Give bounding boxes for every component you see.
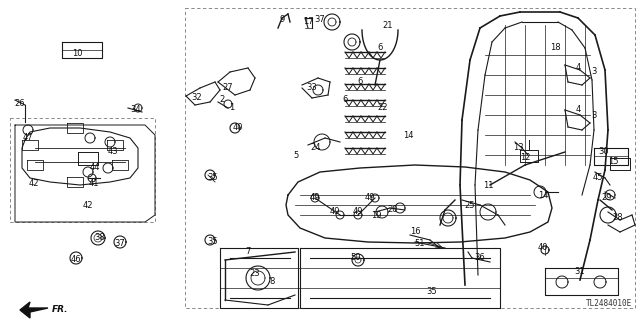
Text: 42: 42 — [83, 201, 93, 210]
Text: 26: 26 — [15, 99, 26, 108]
Text: 20: 20 — [388, 205, 398, 214]
Text: 6: 6 — [357, 77, 363, 86]
Text: 4: 4 — [575, 62, 580, 71]
Text: 47: 47 — [22, 133, 33, 142]
Text: FR.: FR. — [52, 306, 68, 315]
Text: 21: 21 — [383, 20, 393, 29]
Text: 15: 15 — [608, 157, 618, 166]
Text: 37: 37 — [315, 15, 325, 25]
Text: 11: 11 — [483, 180, 493, 189]
Text: 25: 25 — [465, 201, 476, 210]
Text: 49: 49 — [353, 207, 364, 217]
Text: 38: 38 — [95, 234, 106, 243]
Text: 35: 35 — [427, 287, 437, 297]
Text: 40: 40 — [233, 124, 243, 132]
Text: 10: 10 — [72, 49, 83, 58]
Text: 6: 6 — [342, 95, 348, 105]
Text: 34: 34 — [131, 106, 141, 115]
Text: 17: 17 — [303, 18, 314, 27]
Text: 49: 49 — [365, 193, 375, 202]
Text: 32: 32 — [192, 93, 202, 102]
Text: 1: 1 — [229, 103, 235, 113]
Text: 42: 42 — [29, 179, 39, 188]
Text: 18: 18 — [550, 43, 560, 52]
Text: 45: 45 — [593, 173, 604, 182]
Text: 33: 33 — [307, 83, 317, 92]
Text: 23: 23 — [250, 269, 260, 278]
Text: 12: 12 — [520, 154, 531, 163]
Text: 16: 16 — [410, 228, 420, 236]
Text: 35: 35 — [208, 173, 218, 182]
Text: 41: 41 — [89, 180, 99, 188]
Text: 43: 43 — [108, 148, 118, 156]
Text: 40: 40 — [538, 244, 548, 252]
Text: 8: 8 — [269, 277, 275, 286]
Text: 31: 31 — [575, 268, 586, 276]
Text: 4: 4 — [575, 106, 580, 115]
Text: 37: 37 — [115, 238, 125, 247]
Text: 5: 5 — [293, 150, 299, 159]
Text: 44: 44 — [90, 164, 100, 172]
Text: 51: 51 — [415, 238, 425, 247]
Text: TL2484010E: TL2484010E — [586, 299, 632, 308]
Text: 19: 19 — [371, 211, 381, 220]
Text: 27: 27 — [223, 84, 234, 92]
Text: 22: 22 — [378, 103, 388, 113]
Text: 36: 36 — [475, 252, 485, 261]
Text: 3: 3 — [591, 110, 596, 119]
Text: 49: 49 — [330, 207, 340, 217]
Text: 9: 9 — [280, 15, 285, 25]
Text: 46: 46 — [70, 255, 81, 265]
Text: 3: 3 — [591, 68, 596, 76]
Text: 14: 14 — [403, 131, 413, 140]
Text: 29: 29 — [602, 194, 612, 203]
Polygon shape — [20, 302, 48, 318]
Text: 2: 2 — [220, 95, 225, 105]
Text: 35: 35 — [208, 237, 218, 246]
Text: 28: 28 — [612, 213, 623, 222]
Text: 7: 7 — [245, 247, 251, 257]
Text: 14: 14 — [538, 190, 548, 199]
Text: 30: 30 — [598, 148, 609, 156]
Text: 50: 50 — [351, 253, 361, 262]
Text: 24: 24 — [311, 143, 321, 153]
Text: 6: 6 — [378, 44, 383, 52]
Text: 13: 13 — [513, 143, 524, 153]
Text: 49: 49 — [310, 193, 320, 202]
